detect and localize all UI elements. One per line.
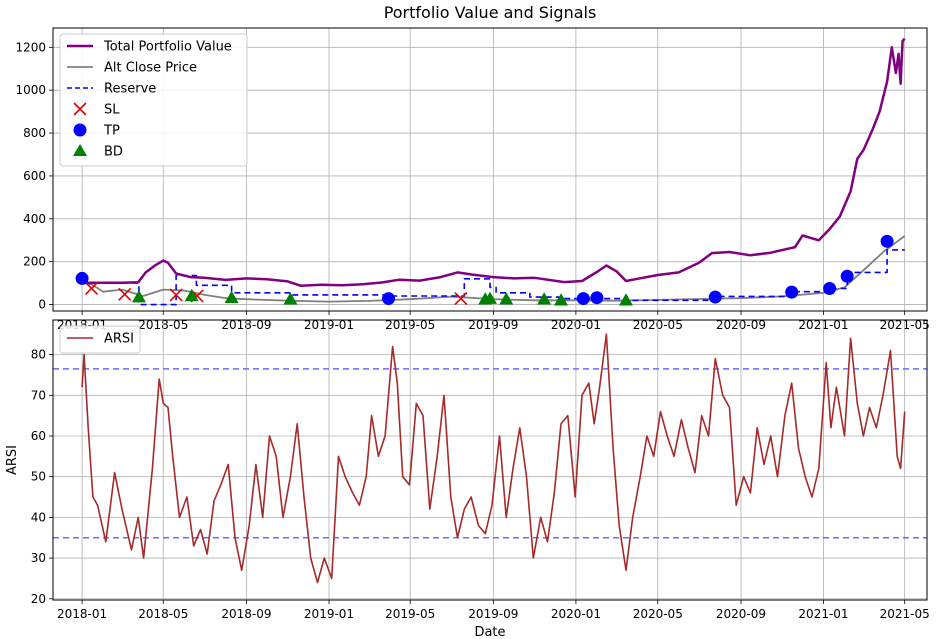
- tp-marker: [880, 234, 894, 248]
- tp-marker: [75, 271, 89, 285]
- portfolio-legend-label: Total Portfolio Value: [103, 40, 232, 55]
- portfolio-legend-label: SL: [104, 103, 120, 118]
- arsi-ytick-label: 70: [31, 388, 46, 402]
- bd-marker: [184, 288, 199, 302]
- portfolio-legend-label: Reserve: [104, 82, 156, 97]
- bd-marker: [618, 293, 633, 306]
- arsi-line: [81, 333, 906, 584]
- total-portfolio-value-line: [82, 37, 906, 287]
- bd-marker: [283, 292, 298, 305]
- arsi-legend-box: [59, 325, 141, 354]
- tp-marker: [785, 285, 799, 299]
- alt-close-price-line: [81, 235, 906, 303]
- arsi-legend-label: ARSI: [104, 332, 134, 347]
- portfolio-ytick-label: 800: [23, 126, 46, 140]
- bd-marker: [537, 292, 552, 305]
- bd-marker: [554, 293, 569, 306]
- sl-marker: [118, 287, 132, 301]
- portfolio-series: [75, 37, 906, 306]
- arsi-xtick-label: 2021-05: [880, 607, 930, 621]
- portfolio-ytick-label: 400: [23, 212, 46, 226]
- arsi-xtick-label: 2020-09: [716, 607, 766, 621]
- portfolio-legend-label: Alt Close Price: [104, 61, 197, 76]
- arsi-xtick-label: 2020-05: [633, 607, 683, 621]
- arsi-xtick-label: 2019-01: [304, 607, 354, 621]
- arsi-ytick-label: 50: [31, 470, 46, 484]
- tp-marker: [840, 269, 854, 283]
- bd-marker: [224, 290, 239, 303]
- arsi-ytick-label: 40: [31, 510, 46, 524]
- sl-legend-handle: [73, 102, 87, 116]
- portfolio-axes-frame: [52, 27, 928, 312]
- arsi-xtick-label: 2018-09: [221, 607, 271, 621]
- portfolio-legend: Total Portfolio Value Alt Close Price Rese…: [59, 33, 248, 167]
- sl-marker: [169, 288, 183, 302]
- portfolio-legend-box: [59, 33, 248, 167]
- sl-marker: [454, 291, 468, 306]
- bd-marker: [499, 292, 514, 305]
- arsi-ticks: 2018-01 2018-05 2018-09 2019-01 2019-05 2019-…: [31, 348, 930, 621]
- arsi-xtick-label: 2019-09: [468, 607, 518, 621]
- arsi-ytick-label: 30: [31, 551, 46, 565]
- portfolio-panel: Portfolio Value and Signals 2018-01 2018-…: [15, 3, 929, 332]
- arsi-ylabel: ARSI: [5, 445, 20, 475]
- arsi-grid: [53, 320, 927, 600]
- bd-marker: [483, 291, 497, 304]
- arsi-xtick-label: 2019-05: [385, 607, 435, 621]
- chart-title: Portfolio Value and Signals: [384, 3, 597, 22]
- sl-marker: [84, 281, 99, 296]
- bd-legend-handle: [73, 144, 87, 156]
- arsi-xtick-label: 2021-01: [798, 607, 848, 621]
- arsi-xtick-label: 2018-05: [138, 607, 188, 621]
- portfolio-legend-label: TP: [103, 124, 120, 139]
- arsi-series: [53, 333, 927, 584]
- portfolio-ytick-label: 200: [23, 255, 46, 269]
- tp-marker: [382, 292, 396, 306]
- tp-marker: [576, 292, 590, 306]
- x-axis-label: Date: [474, 625, 505, 639]
- tp-marker: [823, 281, 837, 295]
- bd-marker: [131, 290, 146, 303]
- arsi-ytick-label: 60: [31, 429, 46, 443]
- arsi-xtick-label: 2020-01: [551, 607, 601, 621]
- tp-legend-handle: [73, 123, 87, 137]
- portfolio-ytick-label: 0: [38, 298, 46, 312]
- arsi-xtick-label: 2018-01: [57, 607, 107, 621]
- portfolio-legend-label: BD: [104, 145, 123, 160]
- arsi-axes-frame: [52, 319, 928, 601]
- portfolio-ytick-label: 600: [23, 169, 46, 183]
- arsi-legend: ARSI: [59, 325, 141, 354]
- tp-marker: [708, 290, 722, 304]
- arsi-panel: 2018-01 2018-05 2018-09 2019-01 2019-05 2019-…: [5, 319, 930, 639]
- portfolio-ytick-label: 1000: [15, 83, 46, 97]
- arsi-ytick-label: 80: [31, 348, 46, 362]
- arsi-ytick-label: 20: [31, 592, 46, 606]
- tp-marker: [590, 291, 604, 305]
- portfolio-ytick-label: 1200: [15, 40, 46, 54]
